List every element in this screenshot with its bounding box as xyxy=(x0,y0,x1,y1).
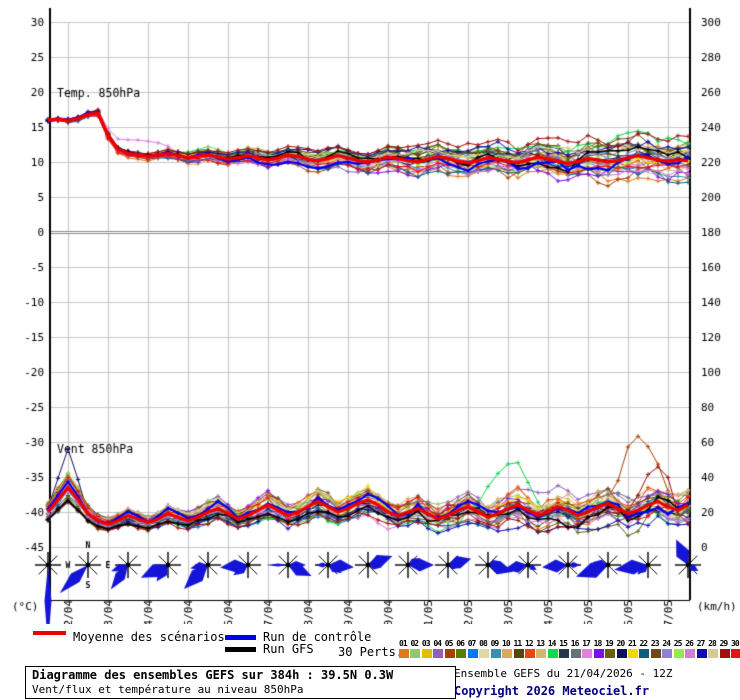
pert-number: 23 xyxy=(650,639,660,648)
pert-number: 11 xyxy=(513,639,523,648)
pert-number: 28 xyxy=(708,639,717,648)
pert-number: 14 xyxy=(547,639,557,648)
pert-number: 18 xyxy=(593,639,603,648)
pert-color-square xyxy=(490,649,501,658)
pert-color-square xyxy=(513,649,524,658)
pert-number: 06 xyxy=(456,639,465,648)
pert-number: 15 xyxy=(559,639,568,648)
pert-number: 26 xyxy=(685,639,694,648)
pert-color-square xyxy=(421,649,432,658)
pert-number: 16 xyxy=(570,639,580,648)
pert-color-square xyxy=(731,649,740,658)
pert-number: 19 xyxy=(605,639,614,648)
pert-color-square xyxy=(650,649,661,658)
pert-number: 12 xyxy=(524,639,534,648)
mean-legend-label: Moyenne des scénarios xyxy=(73,630,225,644)
gfs-legend-swatch xyxy=(225,647,256,652)
pert-number: 10 xyxy=(502,639,511,648)
pert-color-square xyxy=(696,649,707,658)
ensemble-chart xyxy=(0,0,740,624)
pert-color-square xyxy=(639,649,650,658)
control-legend-swatch xyxy=(225,635,256,640)
pert-color-square xyxy=(410,649,421,658)
pert-color-square xyxy=(628,649,638,658)
pert-number: 02 xyxy=(410,639,419,648)
pert-number: 08 xyxy=(479,639,488,648)
pert-color-square xyxy=(433,649,444,658)
pert-number: 24 xyxy=(662,639,671,648)
pert-color-square xyxy=(582,649,593,658)
pert-color-square xyxy=(719,649,730,658)
pert-color-square xyxy=(524,649,535,658)
pert-color-square xyxy=(547,649,558,658)
chart-title: Diagramme des ensembles GEFS sur 384h : … xyxy=(32,668,394,682)
pert-number: 30 xyxy=(731,639,740,648)
pert-color-square xyxy=(536,649,547,658)
pert-number: 07 xyxy=(467,639,477,648)
pert-number: 22 xyxy=(639,639,648,648)
pert-color-square xyxy=(399,649,409,658)
pert-color-square xyxy=(467,649,478,658)
control-legend-label: Run de contrôle xyxy=(263,630,372,644)
pert-color-square xyxy=(559,649,570,658)
pert-color-square xyxy=(616,649,627,658)
perturbations-legend-label: 30 Perts. xyxy=(338,645,404,659)
pert-number: 01 xyxy=(399,639,408,648)
pert-color-square xyxy=(662,649,673,658)
pert-color-square xyxy=(605,649,616,658)
pert-number: 27 xyxy=(696,639,706,648)
pert-color-square xyxy=(593,649,604,658)
pert-number: 05 xyxy=(444,639,454,648)
chart-title-box: Diagramme des ensembles GEFS sur 384h : … xyxy=(25,666,456,699)
pert-color-square xyxy=(444,649,455,658)
pert-number: 04 xyxy=(433,639,442,648)
pert-number: 09 xyxy=(490,639,500,648)
pert-color-square xyxy=(685,649,696,658)
pert-color-square xyxy=(479,649,490,658)
pert-color-square xyxy=(502,649,513,658)
pert-color-square xyxy=(673,649,684,658)
copyright: Copyright 2026 Meteociel.fr xyxy=(454,684,650,698)
pert-number: 20 xyxy=(616,639,626,648)
pert-color-square xyxy=(456,649,467,658)
chart-subtitle: Vent/flux et température au niveau 850hP… xyxy=(32,683,304,696)
pert-number: 03 xyxy=(421,639,431,648)
pert-number: 21 xyxy=(628,639,637,648)
pert-number: 29 xyxy=(719,639,729,648)
pert-number: 13 xyxy=(536,639,545,648)
pert-color-square xyxy=(570,649,581,658)
gfs-legend-label: Run GFS xyxy=(263,642,314,656)
pert-number: 25 xyxy=(673,639,683,648)
pert-number: 17 xyxy=(582,639,591,648)
mean-legend-swatch xyxy=(33,631,66,635)
pert-color-square xyxy=(708,649,719,658)
run-info: Ensemble GEFS du 21/04/2026 - 12Z xyxy=(454,667,673,680)
